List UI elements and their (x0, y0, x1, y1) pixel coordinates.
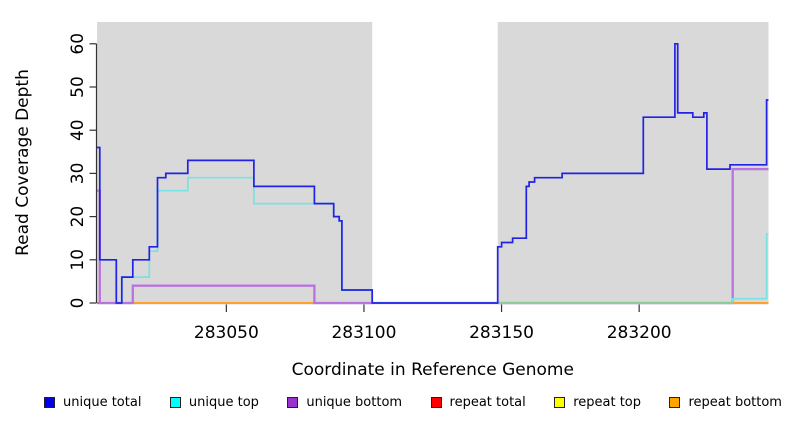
y-tick-label: 10 (68, 249, 88, 271)
series-line-unique-total (97, 42, 769, 304)
x-tick-label: 283150 (469, 323, 534, 343)
legend-label: unique total (63, 395, 142, 410)
y-tick-label: 30 (68, 163, 88, 185)
x-axis-title: Coordinate in Reference Genome (292, 360, 574, 380)
chart-canvas: 0 10 20 30 40 50 60 283050 283100 283150 283200 Coo… (13, 22, 769, 380)
y-axis-title: Read Coverage Depth (13, 69, 33, 256)
x-tick-label: 283100 (331, 323, 396, 343)
y-tick-label: 60 (68, 33, 88, 55)
legend-item-unique-bottom: unique bottom (287, 395, 402, 410)
legend-label: repeat total (449, 395, 526, 410)
legend-item-repeat-top: repeat top (554, 395, 641, 410)
unique-bottom-swatch-icon (287, 397, 299, 408)
y-tick-label: 40 (68, 119, 88, 141)
legend-label: unique top (188, 395, 259, 410)
y-tick-label: 20 (68, 206, 88, 228)
repeat-bottom-swatch-icon (669, 397, 681, 408)
unique-top-swatch-icon (169, 397, 181, 408)
x-tick-label: 283050 (194, 323, 259, 343)
legend-item-unique-total: unique total (44, 395, 141, 410)
shaded-region-2 (497, 22, 769, 305)
unique-total-swatch-icon (44, 397, 55, 408)
legend: unique total unique top unique bottom re… (0, 395, 792, 410)
legend-item-repeat-total: repeat total (430, 395, 526, 410)
x-tick-label: 283200 (607, 323, 672, 343)
legend-item-unique-top: unique top (169, 395, 259, 410)
repeat-total-swatch-icon (430, 397, 442, 408)
repeat-top-swatch-icon (554, 397, 566, 408)
y-tick-label: 0 (68, 298, 88, 309)
legend-item-repeat-bottom: repeat bottom (669, 395, 782, 410)
legend-label: repeat bottom (688, 395, 782, 410)
shaded-region-1 (97, 22, 373, 305)
y-tick-label: 50 (68, 76, 88, 98)
legend-label: unique bottom (306, 395, 403, 410)
legend-label: repeat top (573, 395, 641, 410)
